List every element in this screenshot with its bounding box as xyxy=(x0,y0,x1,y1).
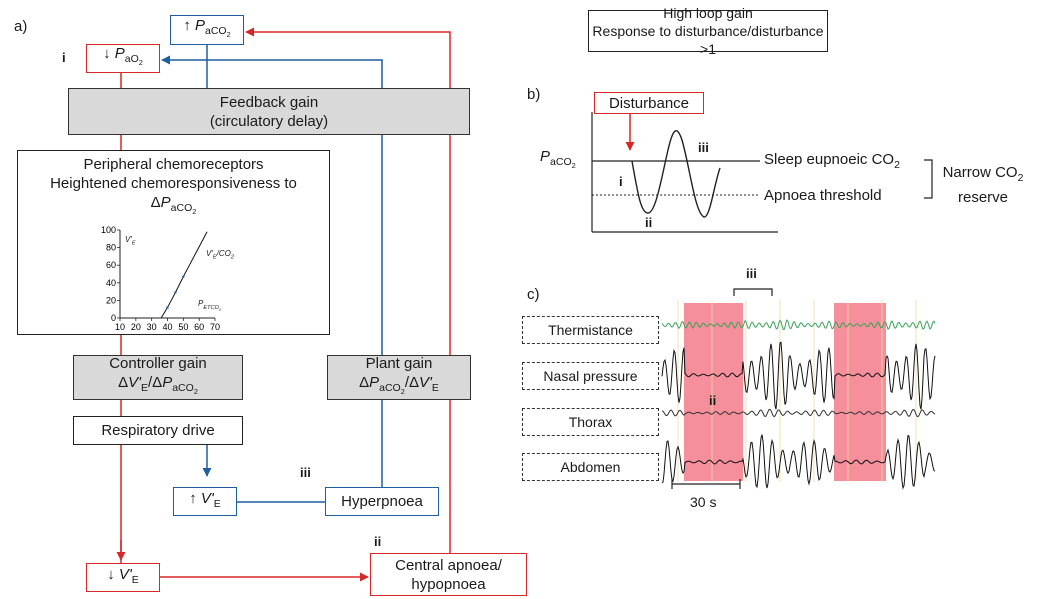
hyperpnoea-box: Hyperpnoea xyxy=(325,487,439,516)
chemoreceptors-box: Peripheral chemoreceptors Heightened che… xyxy=(17,150,330,335)
up-arrow-icon: ↑ xyxy=(189,490,197,507)
blue-line-plant-up xyxy=(161,55,383,355)
mini-chart-xtick-label-6: 70 xyxy=(210,322,220,332)
up-arrow-icon: ↑ xyxy=(183,16,191,34)
mini-chart-ytick-label-5: 100 xyxy=(101,225,116,235)
central-apnoea-box: Central apnoea/ hypopnoea xyxy=(370,553,527,596)
sleep-eupnoeic-label: Sleep eupnoeic CO2 xyxy=(764,151,900,171)
marker-i-b: i xyxy=(619,174,623,189)
mini-chart-xtick-label-0: 10 xyxy=(115,322,125,332)
mini-chart-ytick-label-3: 60 xyxy=(106,260,116,270)
pao2-down-box: ↓ PaO2 xyxy=(86,44,160,73)
scale-label: 30 s xyxy=(690,494,717,510)
panel-b-paco2-label: PaCO2 xyxy=(540,148,576,171)
mini-chart-point-3 xyxy=(182,275,185,278)
apnoea-shading-2 xyxy=(834,303,886,481)
reserve-bracket xyxy=(924,159,933,199)
apnoea-shading-1 xyxy=(684,303,743,481)
marker-iii-bracket xyxy=(733,288,773,296)
panel-c-label: c) xyxy=(527,286,540,303)
panel-a-label: a) xyxy=(14,18,28,35)
abdomen-trace xyxy=(661,434,936,490)
mini-chart-ytick-label-0: 0 xyxy=(111,313,116,323)
scale-bar-30s xyxy=(671,479,741,489)
marker-ii-b: ii xyxy=(645,215,653,230)
mini-chart-xtick-label-5: 60 xyxy=(194,322,204,332)
marker-iii-b: iii xyxy=(698,140,709,155)
mini-chart-ytick-label-1: 20 xyxy=(106,295,116,305)
respiratory-drive-box: Respiratory drive xyxy=(73,416,243,445)
narrow-reserve-label: Narrow CO2 reserve xyxy=(942,164,1024,206)
mini-chart-xtick-label-1: 20 xyxy=(131,322,141,332)
marker-iii-c: iii xyxy=(746,266,757,281)
mini-chart-xtick-label-2: 30 xyxy=(147,322,157,332)
apnoea-threshold-label: Apnoea threshold xyxy=(764,187,882,204)
mini-chart-xtick-label-4: 50 xyxy=(178,322,188,332)
thorax-trace xyxy=(661,408,936,418)
marker-ii-a: ii xyxy=(374,534,382,549)
oscillation-curve xyxy=(631,130,721,218)
chart-ylabel: V'E xyxy=(125,235,136,247)
channel-abdomen: Abdomen xyxy=(522,453,659,481)
channel-thermistance: Thermistance xyxy=(522,316,659,344)
paco2-up-box: ↑ PaCO2 xyxy=(170,15,244,45)
marker-iii-a: iii xyxy=(300,465,311,480)
mini-chart-point-2 xyxy=(174,291,177,294)
mini-chart-ytick-label-4: 80 xyxy=(106,243,116,253)
marker-i-a: i xyxy=(62,50,66,65)
channel-nasal-pressure: Nasal pressure xyxy=(522,362,659,390)
ve-up-box: ↑ V'E xyxy=(173,487,237,516)
disturbance-box: Disturbance xyxy=(594,92,704,114)
mini-chart-point-1 xyxy=(166,306,169,309)
mini-chart-ytick-label-2: 40 xyxy=(106,278,116,288)
channel-thorax: Thorax xyxy=(522,408,659,436)
down-arrow-icon: ↓ xyxy=(107,566,115,583)
plant-gain-box: Plant gain ΔPaCO2/ΔV'E xyxy=(327,355,471,400)
nasal-pressure-trace xyxy=(661,341,936,410)
ve-down-box: ↓ V'E xyxy=(86,563,160,592)
panel-b-label: b) xyxy=(527,86,541,103)
thermistance-trace xyxy=(661,319,936,331)
feedback-gain-box: Feedback gain (circulatory delay) xyxy=(68,88,470,135)
mini-chart-xtick-label-3: 40 xyxy=(162,322,172,332)
marker-ii-c: ii xyxy=(709,393,717,408)
chart-xlabel: PETCO2 xyxy=(198,299,222,312)
high-loop-gain-box: High loop gain Response to disturbance/d… xyxy=(588,5,828,57)
controller-gain-box: Controller gain ΔV'E/ΔPaCO2 xyxy=(73,355,243,400)
down-arrow-icon: ↓ xyxy=(103,45,111,63)
chart-line-label: V'E/CO2 xyxy=(206,249,234,261)
